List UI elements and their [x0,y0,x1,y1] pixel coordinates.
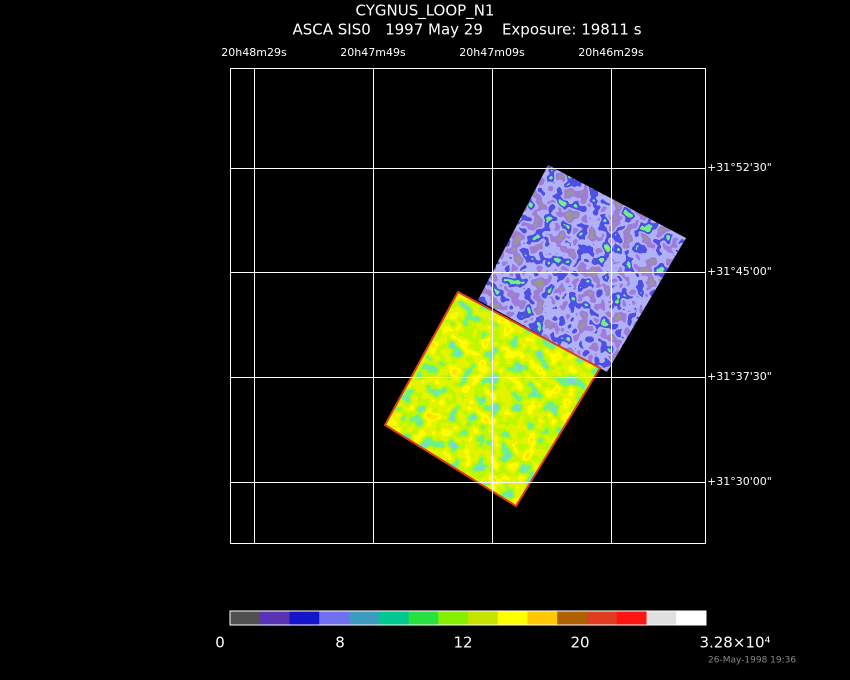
dec-label: +31°45'00" [707,265,772,278]
colorbar-label: 20 [570,634,589,652]
colorbar-swatch [557,611,588,625]
colorbar-label: 3.28×10⁴ [699,634,770,652]
colorbar-swatch [587,611,618,625]
dec-label: +31°52'30" [707,161,772,174]
colorbar-swatch [527,611,558,625]
colorbar-swatch [259,611,290,625]
colorbar-label: 8 [335,634,345,652]
colorbar-swatch [468,611,499,625]
ra-label: 20h47m49s [340,46,406,59]
dec-label: +31°30'00" [707,475,772,488]
colorbar-swatch [646,611,677,625]
colorbar-swatch [438,611,469,625]
colorbar-frame [229,610,707,626]
subtitle: ASCA SIS0 1997 May 29 Exposure: 19811 s [292,21,641,39]
colorbar-swatch [289,611,320,625]
title: CYGNUS_LOOP_N1 [356,2,495,21]
colorbar-swatch [497,611,528,625]
colorbar-label: 12 [453,634,472,652]
image-edge [383,290,602,508]
ra-label: 20h46m29s [578,46,644,59]
dec-label: +31°37'30" [707,370,772,383]
colorbar-label: 0 [215,634,225,652]
frame [230,68,706,544]
colorbar-swatch [408,611,439,625]
colorbar-swatch [319,611,350,625]
ra-label: 20h48m29s [221,46,287,59]
ra-label: 20h47m09s [459,46,525,59]
colorbar-swatch [230,611,261,625]
colorbar-swatch [676,611,707,625]
timestamp: 26-May-1998 19:36 [708,656,796,666]
colorbar-swatch [378,611,409,625]
colorbar-swatch [349,611,380,625]
colorbar-swatch [616,611,647,625]
